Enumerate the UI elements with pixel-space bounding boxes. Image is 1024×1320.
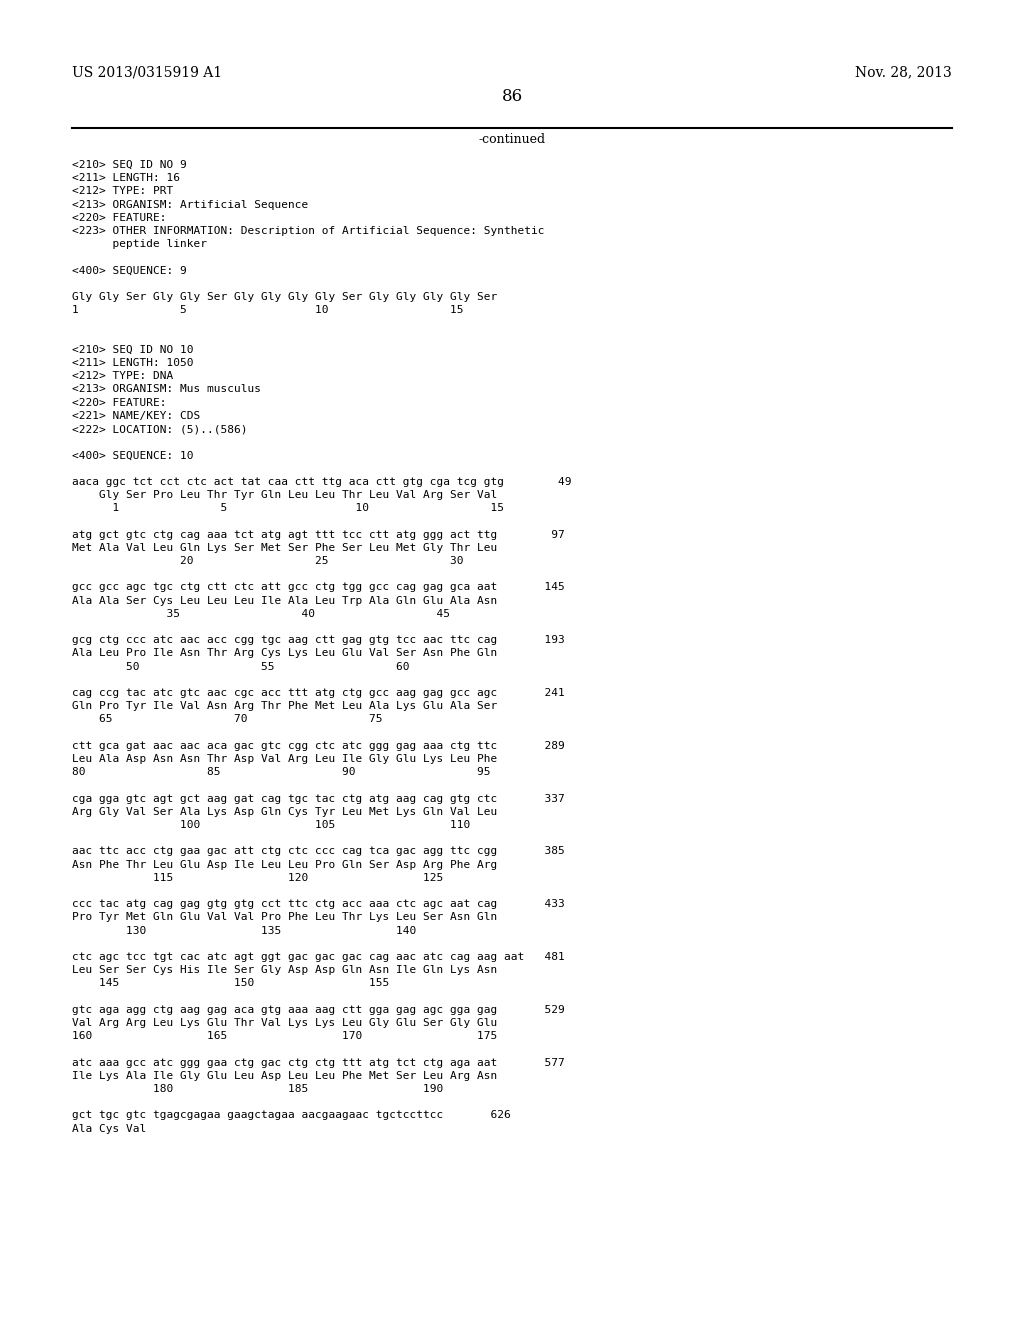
Text: Val Arg Arg Leu Lys Glu Thr Val Lys Lys Leu Gly Glu Ser Gly Glu: Val Arg Arg Leu Lys Glu Thr Val Lys Lys … xyxy=(72,1018,498,1028)
Text: Leu Ser Ser Cys His Ile Ser Gly Asp Asp Gln Asn Ile Gln Lys Asn: Leu Ser Ser Cys His Ile Ser Gly Asp Asp … xyxy=(72,965,498,975)
Text: 160                 165                 170                 175: 160 165 170 175 xyxy=(72,1031,498,1041)
Text: gtc aga agg ctg aag gag aca gtg aaa aag ctt gga gag agc gga gag       529: gtc aga agg ctg aag gag aca gtg aaa aag … xyxy=(72,1005,565,1015)
Text: <400> SEQUENCE: 10: <400> SEQUENCE: 10 xyxy=(72,450,194,461)
Text: 80                  85                  90                  95: 80 85 90 95 xyxy=(72,767,490,777)
Text: <222> LOCATION: (5)..(586): <222> LOCATION: (5)..(586) xyxy=(72,424,248,434)
Text: Asn Phe Thr Leu Glu Asp Ile Leu Leu Pro Gln Ser Asp Arg Phe Arg: Asn Phe Thr Leu Glu Asp Ile Leu Leu Pro … xyxy=(72,859,498,870)
Text: gcc gcc agc tgc ctg ctt ctc att gcc ctg tgg gcc cag gag gca aat       145: gcc gcc agc tgc ctg ctt ctc att gcc ctg … xyxy=(72,582,565,593)
Text: Leu Ala Asp Asn Asn Thr Asp Val Arg Leu Ile Gly Glu Lys Leu Phe: Leu Ala Asp Asn Asn Thr Asp Val Arg Leu … xyxy=(72,754,498,764)
Text: 180                 185                 190: 180 185 190 xyxy=(72,1084,443,1094)
Text: atc aaa gcc atc ggg gaa ctg gac ctg ctg ttt atg tct ctg aga aat       577: atc aaa gcc atc ggg gaa ctg gac ctg ctg … xyxy=(72,1057,565,1068)
Text: peptide linker: peptide linker xyxy=(72,239,207,249)
Text: <400> SEQUENCE: 9: <400> SEQUENCE: 9 xyxy=(72,265,186,276)
Text: Nov. 28, 2013: Nov. 28, 2013 xyxy=(855,65,952,79)
Text: Ala Cys Val: Ala Cys Val xyxy=(72,1123,146,1134)
Text: <220> FEATURE:: <220> FEATURE: xyxy=(72,397,167,408)
Text: 145                 150                 155: 145 150 155 xyxy=(72,978,389,989)
Text: Ile Lys Ala Ile Gly Glu Leu Asp Leu Leu Phe Met Ser Leu Arg Asn: Ile Lys Ala Ile Gly Glu Leu Asp Leu Leu … xyxy=(72,1071,498,1081)
Text: US 2013/0315919 A1: US 2013/0315919 A1 xyxy=(72,65,222,79)
Text: gct tgc gtc tgagcgagaa gaagctagaa aacgaagaac tgctccttcc       626: gct tgc gtc tgagcgagaa gaagctagaa aacgaa… xyxy=(72,1110,511,1121)
Text: Gly Ser Pro Leu Thr Tyr Gln Leu Leu Thr Leu Val Arg Ser Val: Gly Ser Pro Leu Thr Tyr Gln Leu Leu Thr … xyxy=(72,490,498,500)
Text: Met Ala Val Leu Gln Lys Ser Met Ser Phe Ser Leu Met Gly Thr Leu: Met Ala Val Leu Gln Lys Ser Met Ser Phe … xyxy=(72,543,498,553)
Text: <213> ORGANISM: Artificial Sequence: <213> ORGANISM: Artificial Sequence xyxy=(72,199,308,210)
Text: cag ccg tac atc gtc aac cgc acc ttt atg ctg gcc aag gag gcc agc       241: cag ccg tac atc gtc aac cgc acc ttt atg … xyxy=(72,688,565,698)
Text: aaca ggc tct cct ctc act tat caa ctt ttg aca ctt gtg cga tcg gtg        49: aaca ggc tct cct ctc act tat caa ctt ttg… xyxy=(72,477,571,487)
Text: aac ttc acc ctg gaa gac att ctg ctc ccc cag tca gac agg ttc cgg       385: aac ttc acc ctg gaa gac att ctg ctc ccc … xyxy=(72,846,565,857)
Text: <212> TYPE: PRT: <212> TYPE: PRT xyxy=(72,186,173,197)
Text: 115                 120                 125: 115 120 125 xyxy=(72,873,443,883)
Text: <211> LENGTH: 1050: <211> LENGTH: 1050 xyxy=(72,358,194,368)
Text: Pro Tyr Met Gln Glu Val Val Pro Phe Leu Thr Lys Leu Ser Asn Gln: Pro Tyr Met Gln Glu Val Val Pro Phe Leu … xyxy=(72,912,498,923)
Text: 35                  40                  45: 35 40 45 xyxy=(72,609,450,619)
Text: <210> SEQ ID NO 10: <210> SEQ ID NO 10 xyxy=(72,345,194,355)
Text: 20                  25                  30: 20 25 30 xyxy=(72,556,464,566)
Text: -continued: -continued xyxy=(478,133,546,147)
Text: 50                  55                  60: 50 55 60 xyxy=(72,661,410,672)
Text: ctc agc tcc tgt cac atc agt ggt gac gac gac cag aac atc cag aag aat   481: ctc agc tcc tgt cac atc agt ggt gac gac … xyxy=(72,952,565,962)
Text: 130                 135                 140: 130 135 140 xyxy=(72,925,416,936)
Text: <210> SEQ ID NO 9: <210> SEQ ID NO 9 xyxy=(72,160,186,170)
Text: Ala Leu Pro Ile Asn Thr Arg Cys Lys Leu Glu Val Ser Asn Phe Gln: Ala Leu Pro Ile Asn Thr Arg Cys Lys Leu … xyxy=(72,648,498,659)
Text: 86: 86 xyxy=(502,88,522,106)
Text: ctt gca gat aac aac aca gac gtc cgg ctc atc ggg gag aaa ctg ttc       289: ctt gca gat aac aac aca gac gtc cgg ctc … xyxy=(72,741,565,751)
Text: atg gct gtc ctg cag aaa tct atg agt ttt tcc ctt atg ggg act ttg        97: atg gct gtc ctg cag aaa tct atg agt ttt … xyxy=(72,529,565,540)
Text: 1               5                   10                  15: 1 5 10 15 xyxy=(72,305,464,315)
Text: <213> ORGANISM: Mus musculus: <213> ORGANISM: Mus musculus xyxy=(72,384,261,395)
Text: <223> OTHER INFORMATION: Description of Artificial Sequence: Synthetic: <223> OTHER INFORMATION: Description of … xyxy=(72,226,545,236)
Text: 1               5                   10                  15: 1 5 10 15 xyxy=(72,503,504,513)
Text: <211> LENGTH: 16: <211> LENGTH: 16 xyxy=(72,173,180,183)
Text: <212> TYPE: DNA: <212> TYPE: DNA xyxy=(72,371,173,381)
Text: cga gga gtc agt gct aag gat cag tgc tac ctg atg aag cag gtg ctc       337: cga gga gtc agt gct aag gat cag tgc tac … xyxy=(72,793,565,804)
Text: 100                 105                 110: 100 105 110 xyxy=(72,820,470,830)
Text: gcg ctg ccc atc aac acc cgg tgc aag ctt gag gtg tcc aac ttc cag       193: gcg ctg ccc atc aac acc cgg tgc aag ctt … xyxy=(72,635,565,645)
Text: <221> NAME/KEY: CDS: <221> NAME/KEY: CDS xyxy=(72,411,201,421)
Text: <220> FEATURE:: <220> FEATURE: xyxy=(72,213,167,223)
Text: Arg Gly Val Ser Ala Lys Asp Gln Cys Tyr Leu Met Lys Gln Val Leu: Arg Gly Val Ser Ala Lys Asp Gln Cys Tyr … xyxy=(72,807,498,817)
Text: Gly Gly Ser Gly Gly Ser Gly Gly Gly Gly Ser Gly Gly Gly Gly Ser: Gly Gly Ser Gly Gly Ser Gly Gly Gly Gly … xyxy=(72,292,498,302)
Text: Gln Pro Tyr Ile Val Asn Arg Thr Phe Met Leu Ala Lys Glu Ala Ser: Gln Pro Tyr Ile Val Asn Arg Thr Phe Met … xyxy=(72,701,498,711)
Text: ccc tac atg cag gag gtg gtg cct ttc ctg acc aaa ctc agc aat cag       433: ccc tac atg cag gag gtg gtg cct ttc ctg … xyxy=(72,899,565,909)
Text: Ala Ala Ser Cys Leu Leu Leu Ile Ala Leu Trp Ala Gln Glu Ala Asn: Ala Ala Ser Cys Leu Leu Leu Ile Ala Leu … xyxy=(72,595,498,606)
Text: 65                  70                  75: 65 70 75 xyxy=(72,714,383,725)
